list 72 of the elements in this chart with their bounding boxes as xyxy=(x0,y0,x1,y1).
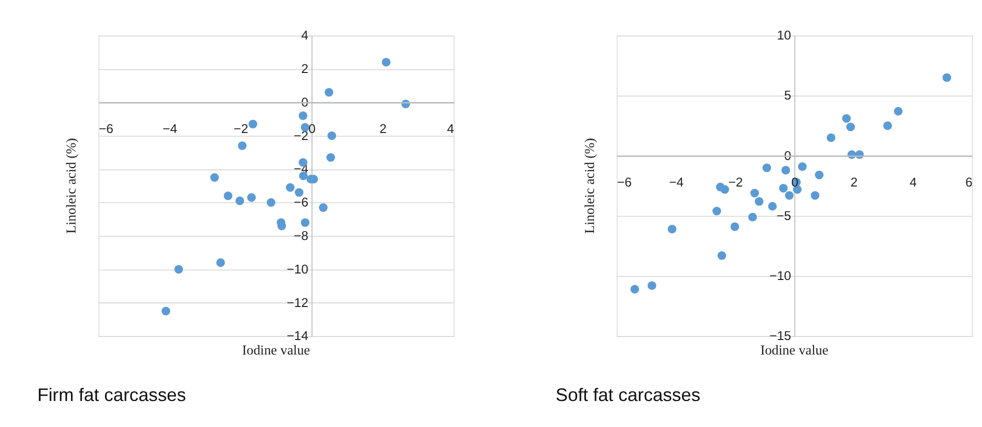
y-axis-title: Linoleic acid (%) xyxy=(64,138,79,234)
point xyxy=(235,196,244,206)
point xyxy=(300,218,310,227)
point xyxy=(298,111,308,120)
point xyxy=(762,163,772,172)
point xyxy=(286,183,295,192)
y-tick-label: −6 xyxy=(294,194,308,210)
y-tick-label: 10 xyxy=(776,28,792,43)
x-tick-label: 4 xyxy=(910,174,917,190)
point xyxy=(162,306,170,316)
point xyxy=(327,131,336,140)
point xyxy=(248,120,258,128)
point xyxy=(712,206,722,216)
point xyxy=(382,58,390,67)
point xyxy=(942,73,952,82)
point xyxy=(779,184,788,193)
x-axis-title: Iodine value xyxy=(242,342,310,358)
y-tick-label: 5 xyxy=(784,88,792,103)
x-tick-label: 6 xyxy=(965,174,972,190)
y-tick-label: −12 xyxy=(286,294,308,310)
x-tick-label: −4 xyxy=(162,120,178,136)
point xyxy=(324,88,334,97)
y-tick-label: −14 xyxy=(286,328,308,344)
point xyxy=(668,224,676,234)
y-axis-title: Linoleic acid (%) xyxy=(582,138,597,234)
point xyxy=(750,188,759,198)
point xyxy=(266,198,276,207)
x-tick-label: −6 xyxy=(98,120,114,136)
x-tick-label: −6 xyxy=(617,174,632,190)
point xyxy=(826,133,836,142)
x-tick-label: −4 xyxy=(669,174,684,190)
point xyxy=(781,166,790,174)
point xyxy=(720,185,730,194)
x-tick-label: −2 xyxy=(234,120,248,136)
point xyxy=(784,191,794,200)
y-tick-label: −5 xyxy=(776,208,792,223)
text: Soft fat carcasses xyxy=(556,384,700,405)
point xyxy=(754,197,764,206)
point xyxy=(318,203,328,212)
x-axis-title: Iodine value xyxy=(760,342,828,358)
point xyxy=(798,162,807,171)
point xyxy=(210,173,219,182)
point xyxy=(748,212,757,222)
point xyxy=(630,284,640,294)
point xyxy=(842,114,851,123)
point xyxy=(224,192,232,200)
point xyxy=(717,251,726,260)
x-tick-label: 4 xyxy=(447,120,454,136)
x-tick-label: −2 xyxy=(728,174,743,190)
y-tick-label: −15 xyxy=(770,328,792,344)
point xyxy=(814,170,824,180)
point xyxy=(238,141,247,150)
point xyxy=(294,188,304,197)
y-tick-label: −10 xyxy=(286,261,308,276)
x-tick-label: 2 xyxy=(380,120,387,136)
point xyxy=(216,258,225,267)
y-tick-label: 2 xyxy=(301,61,308,76)
point xyxy=(883,121,892,130)
point xyxy=(648,281,656,290)
point xyxy=(846,122,855,132)
point xyxy=(730,222,740,231)
x-tick-label: 2 xyxy=(850,174,858,190)
point xyxy=(894,106,903,116)
y-tick-label: −8 xyxy=(294,228,308,244)
point xyxy=(174,264,183,274)
point xyxy=(810,191,820,200)
point xyxy=(326,153,336,162)
point xyxy=(768,202,777,211)
y-tick-label: −10 xyxy=(770,268,792,284)
y-tick-label: 4 xyxy=(301,28,308,43)
text: Firm fat carcasses xyxy=(37,384,186,405)
point xyxy=(247,193,256,202)
